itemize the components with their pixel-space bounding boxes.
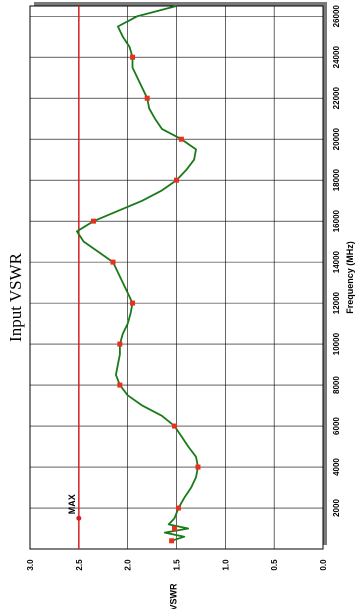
x-tick-label: 22000	[332, 87, 341, 110]
x-tick-label: 18000	[332, 168, 341, 191]
data-point	[172, 526, 178, 532]
y-tick-label: 2.0	[124, 559, 133, 571]
x-tick-label: 8000	[332, 376, 341, 394]
data-point	[144, 95, 150, 101]
x-tick-label: 20000	[332, 128, 341, 151]
limit-line-group: MAX	[67, 6, 82, 549]
x-tick-label: 24000	[332, 46, 341, 69]
data-point	[110, 259, 116, 265]
data-point	[117, 341, 123, 347]
data-point	[175, 505, 181, 511]
y-axis-title: VSWR	[169, 583, 179, 609]
x-tick-label: 6000	[332, 417, 341, 435]
data-point	[130, 54, 136, 60]
data-point	[195, 464, 201, 470]
y-tick-label: 3.0	[26, 559, 35, 571]
x-tick-label: 16000	[332, 209, 341, 232]
y-tick-label: 0.5	[270, 559, 279, 571]
data-point	[174, 177, 179, 183]
x-axis-ticks: 2000 4000 6000 8000 10000 12000 14000 16000 1800…	[332, 5, 341, 517]
x-tick-label: 26000	[332, 5, 341, 28]
data-point	[90, 218, 96, 224]
data-point	[169, 538, 175, 544]
y-tick-label: 2.5	[75, 559, 84, 571]
y-axis-ticks: 0.0 0.5 1.0 1.5 2.0 2.5 3.0	[26, 559, 328, 571]
data-point	[117, 382, 123, 388]
x-tick-label: 14000	[332, 250, 341, 273]
x-tick-label: 12000	[332, 291, 341, 314]
y-tick-label: 1.0	[221, 559, 230, 571]
data-point	[178, 136, 184, 142]
x-tick-label: 2000	[332, 499, 341, 517]
x-tick-label: 10000	[332, 332, 341, 355]
x-tick-label: 4000	[332, 458, 341, 476]
chart-title: Input VSWR	[6, 252, 25, 342]
marker-group	[90, 54, 201, 544]
x-axis-title: Frequency (MHz)	[345, 241, 355, 314]
y-tick-label: 0.0	[319, 559, 328, 571]
y-tick-label: 1.5	[173, 559, 182, 571]
max-label: MAX	[67, 494, 77, 514]
data-point	[172, 423, 178, 429]
max-marker-point	[76, 515, 82, 521]
data-point	[130, 300, 136, 306]
